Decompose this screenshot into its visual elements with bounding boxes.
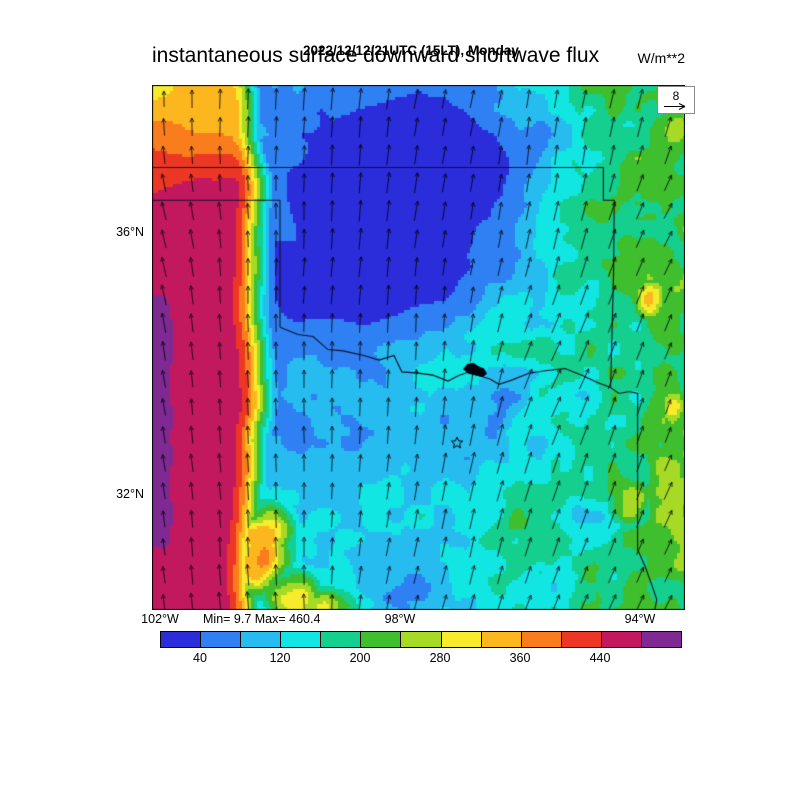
colorbar-segment — [441, 632, 482, 647]
colorbar-segment — [641, 632, 682, 647]
lat-axis-label: 36°N — [116, 225, 144, 239]
colorbar-tick-label: 120 — [269, 651, 291, 665]
header-datetime: 2022/12/12/21UTC (15LT), Monday — [303, 42, 519, 58]
minmax-label: Min= 9.7 Max= 460.4 — [203, 612, 321, 626]
colorbar-segment — [521, 632, 562, 647]
colorbar-segment — [201, 632, 242, 647]
wind-reference-value: 8 — [672, 88, 680, 103]
colorbar-segment — [601, 632, 642, 647]
lon-axis-label: 102°W — [141, 612, 179, 626]
lon-axis-label: 94°W — [624, 612, 656, 626]
colorbar-segment — [561, 632, 602, 647]
page-title: instantaneous surface downward shortwave… — [152, 44, 600, 67]
colorbar-tick-label: 200 — [349, 651, 371, 665]
colorbar — [160, 631, 682, 648]
colorbar-segment — [161, 632, 202, 647]
colorbar-tick-label: 440 — [589, 651, 611, 665]
lon-axis-label: 98°W — [384, 612, 416, 626]
wind-reference-arrow-icon — [664, 102, 686, 110]
wind-reference-box: 8 — [657, 86, 695, 114]
colorbar-segment — [241, 632, 282, 647]
colorbar-tick-label: 360 — [509, 651, 531, 665]
colorbar-tick-label: 40 — [193, 651, 207, 665]
colorbar-segment — [401, 632, 442, 647]
units-label: W/m**2 — [637, 50, 685, 66]
map-canvas — [152, 85, 685, 610]
colorbar-segment — [281, 632, 322, 647]
colorbar-segment — [481, 632, 522, 647]
colorbar-segment — [361, 632, 402, 647]
colorbar-segment — [321, 632, 362, 647]
colorbar-tick-label: 280 — [429, 651, 451, 665]
lat-axis-label: 32°N — [116, 487, 144, 501]
